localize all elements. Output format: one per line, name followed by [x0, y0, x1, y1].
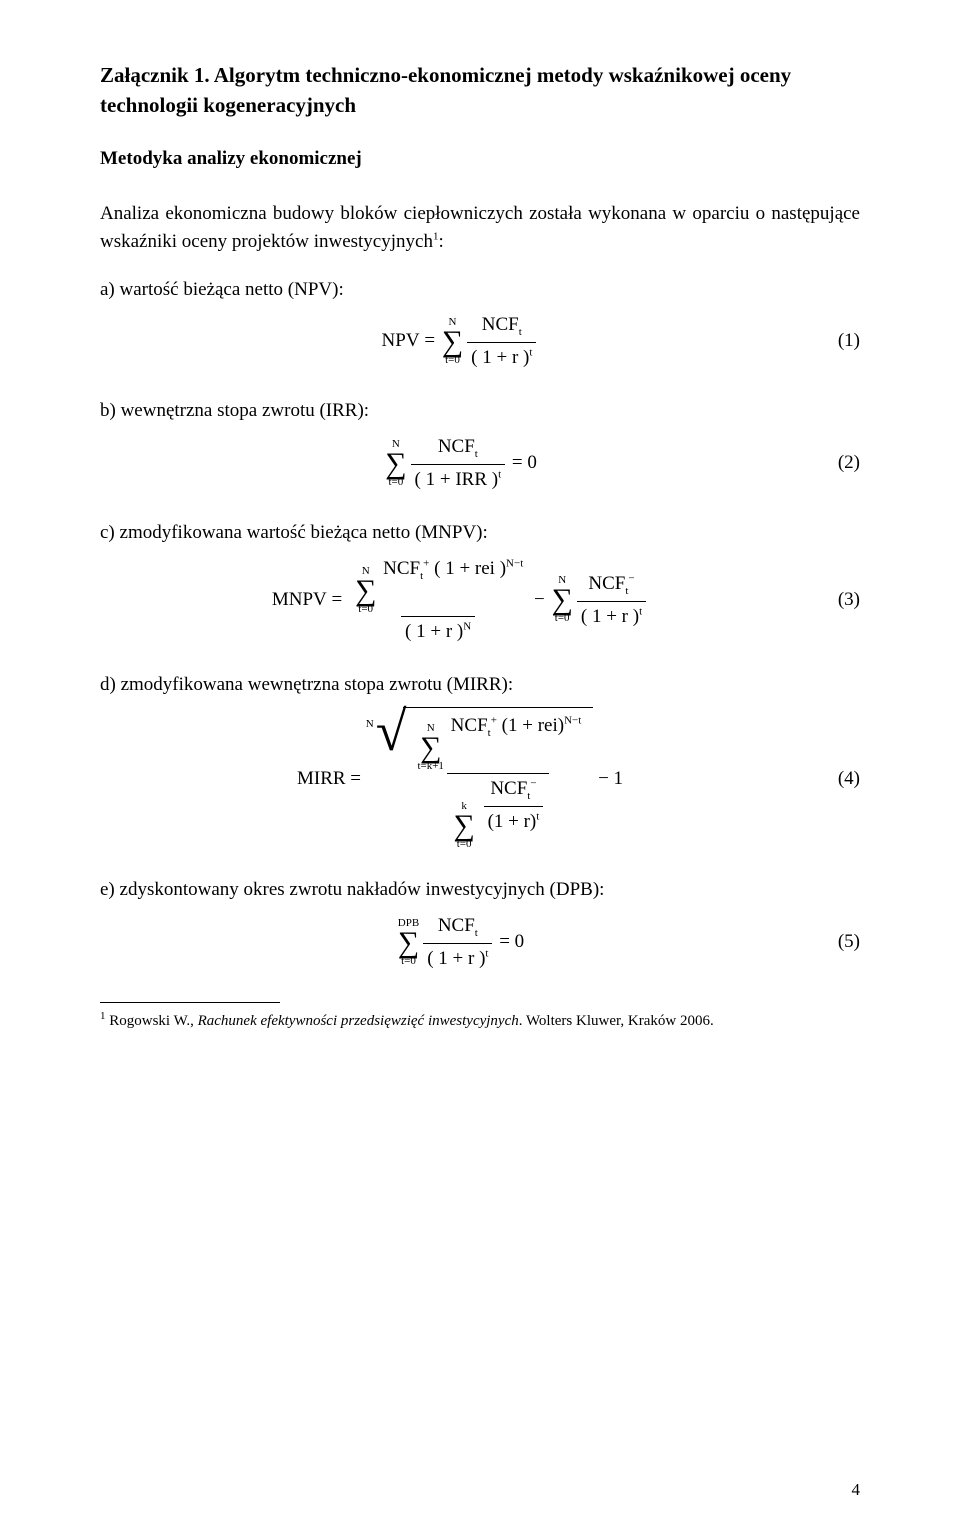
- sym-mirr: MIRR: [297, 765, 346, 793]
- intro-paragraph: Analiza ekonomiczna budowy bloków ciepło…: [100, 200, 860, 255]
- intro-text: Analiza ekonomiczna budowy bloków ciepło…: [100, 203, 860, 252]
- equation-4: MIRR = N √ N ∑ t=k+1: [100, 707, 860, 851]
- sum-icon: N ∑ t=0: [385, 439, 406, 488]
- equation-2: N ∑ t=0 NCFt ( 1 + IRR )t = 0 (2): [100, 433, 860, 493]
- sym-minus1: − 1: [598, 765, 623, 793]
- equation-3: MNPV = N ∑ t=0 NCFt+ ( 1 + rei )N−t ( 1: [100, 555, 860, 646]
- sum-icon: N ∑ t=k+1: [417, 723, 443, 772]
- eq-number-4: (4): [820, 765, 860, 793]
- eq-number-3: (3): [820, 586, 860, 614]
- footnote-tail: . Wolters Kluwer, Kraków 2006.: [519, 1013, 714, 1029]
- nth-root-icon: N √ N ∑ t=k+1 NCFt+ (1 + rei)N−: [366, 707, 594, 851]
- sum-icon: N ∑ t=0: [442, 317, 463, 366]
- footnote-1: 1 Rogowski W., Rachunek efektywności prz…: [100, 1009, 860, 1031]
- intro-tail: :: [438, 231, 443, 252]
- sym-eqzero: = 0: [512, 449, 537, 477]
- equation-1: NPV = N ∑ t=0 NCFt ( 1 + r )t (1): [100, 311, 860, 371]
- sum-icon: k ∑ t=0: [453, 801, 474, 850]
- item-e-label: e) zdyskontowany okres zwrotu nakładów i…: [100, 876, 860, 904]
- page-number: 4: [852, 1478, 861, 1503]
- sum-icon: DPB ∑ t=0: [398, 918, 419, 967]
- footnote-title: Rachunek efektywności przedsięwzięć inwe…: [198, 1013, 519, 1029]
- sum-icon: N ∑ t=0: [355, 566, 376, 615]
- item-c-label: c) zmodyfikowana wartość bieżąca netto (…: [100, 519, 860, 547]
- sym-eqzero: = 0: [499, 928, 524, 956]
- sum-icon: N ∑ t=0: [551, 575, 572, 624]
- appendix-title: Załącznik 1. Algorytm techniczno-ekonomi…: [100, 60, 860, 121]
- item-a-label: a) wartość bieżąca netto (NPV):: [100, 276, 860, 304]
- sym-mnpv: MNPV: [272, 586, 327, 614]
- section-subtitle: Metodyka analizy ekonomicznej: [100, 145, 860, 173]
- sym-npv: NPV: [382, 327, 420, 355]
- eq-number-1: (1): [820, 327, 860, 355]
- sym-eq: =: [424, 327, 435, 355]
- footnote-author: Rogowski W.,: [106, 1013, 198, 1029]
- eq-number-5: (5): [820, 928, 860, 956]
- eq-number-2: (2): [820, 449, 860, 477]
- item-b-label: b) wewnętrzna stopa zwrotu (IRR):: [100, 397, 860, 425]
- equation-5: DPB ∑ t=0 NCFt ( 1 + r )t = 0 (5): [100, 912, 860, 972]
- footnote-separator: [100, 1002, 280, 1003]
- item-d-label: d) zmodyfikowana wewnętrzna stopa zwrotu…: [100, 671, 860, 699]
